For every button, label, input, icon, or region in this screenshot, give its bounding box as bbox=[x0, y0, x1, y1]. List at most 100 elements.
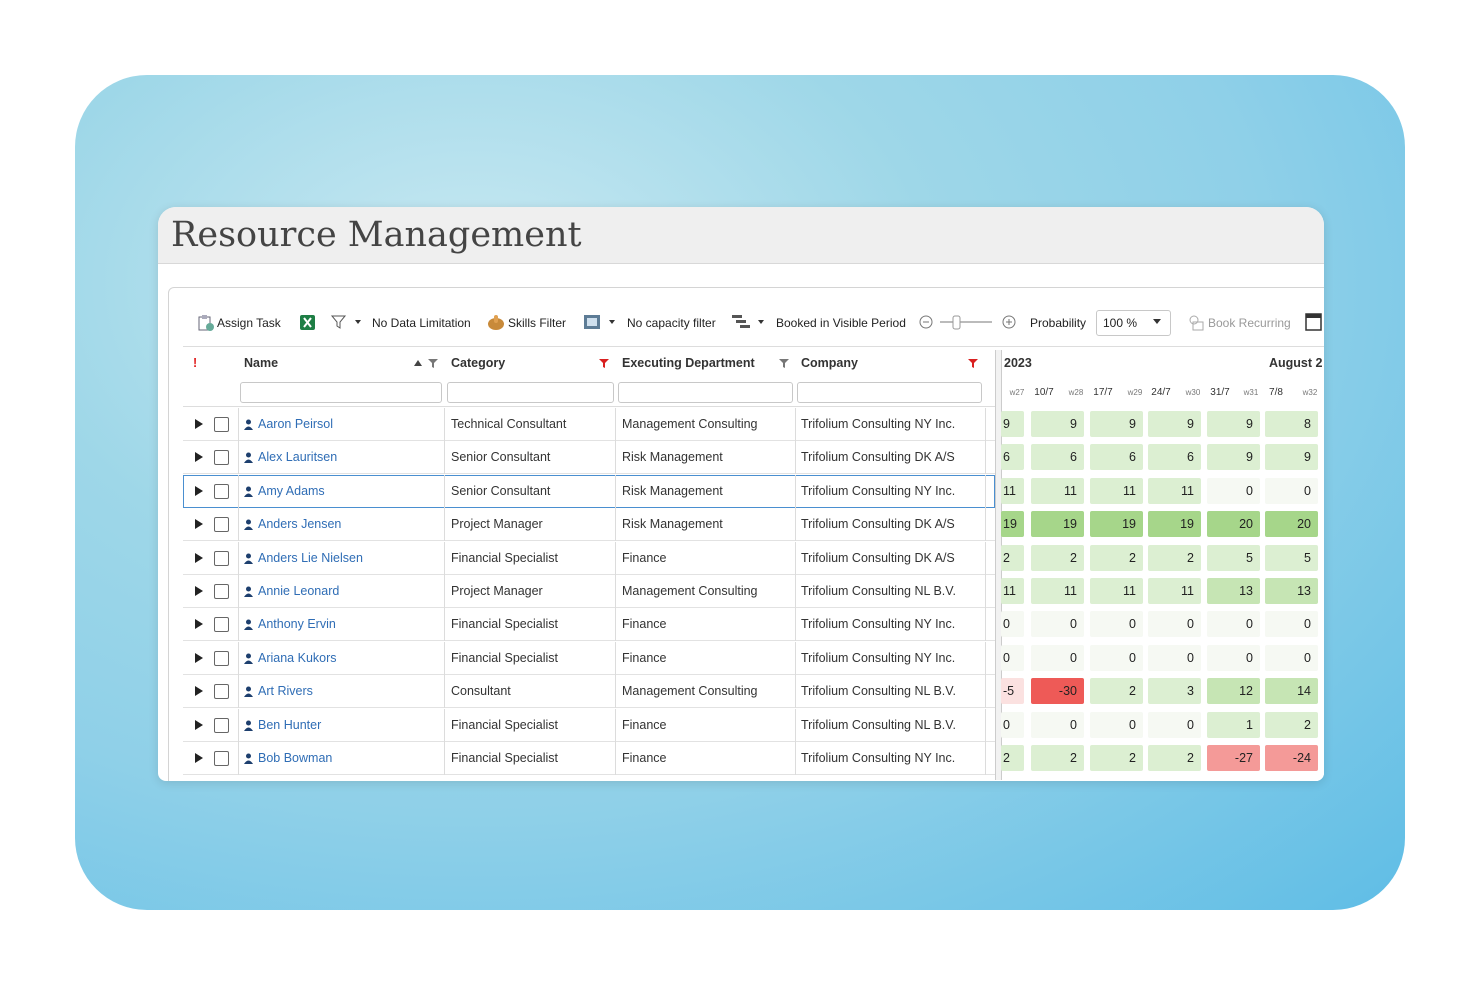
expand-arrow[interactable] bbox=[194, 451, 204, 463]
expand-arrow[interactable] bbox=[194, 685, 204, 697]
capacity-cell: 9 bbox=[1031, 411, 1084, 437]
cell-divider bbox=[795, 475, 796, 508]
company: Trifolium Consulting NY Inc. bbox=[801, 650, 955, 666]
cell-divider bbox=[238, 508, 239, 541]
company: Trifolium Consulting NL B.V. bbox=[801, 717, 956, 733]
expand-arrow[interactable] bbox=[194, 585, 204, 597]
resource-name[interactable]: Anders Jensen bbox=[258, 516, 341, 532]
resource-name[interactable]: Ariana Kukors bbox=[258, 650, 337, 666]
capacity-icon[interactable] bbox=[583, 313, 621, 331]
capacity-cell: 0 bbox=[1207, 611, 1260, 637]
cell-divider bbox=[444, 575, 445, 608]
cell-divider bbox=[444, 608, 445, 641]
row-checkbox[interactable] bbox=[214, 718, 229, 733]
capacity-cell: 0 bbox=[1031, 712, 1084, 738]
filter-icon[interactable] bbox=[330, 314, 364, 330]
capacity-cell: -5 bbox=[1001, 678, 1024, 704]
department-filter[interactable] bbox=[778, 357, 790, 369]
cell-divider bbox=[615, 575, 616, 608]
data-limitation-button[interactable]: No Data Limitation bbox=[372, 315, 471, 331]
row-checkbox[interactable] bbox=[214, 684, 229, 699]
resource-name[interactable]: Annie Leonard bbox=[258, 583, 339, 599]
capacity-cell: 6 bbox=[1001, 444, 1024, 470]
company-header[interactable]: Company bbox=[801, 355, 858, 371]
capacity-cell: 11 bbox=[1090, 478, 1143, 504]
expand-arrow[interactable] bbox=[194, 618, 204, 630]
department-filter-input[interactable] bbox=[618, 382, 793, 403]
assign-icon[interactable] bbox=[197, 314, 215, 332]
name-filter-input[interactable] bbox=[240, 382, 442, 403]
booked-icon[interactable] bbox=[731, 313, 769, 331]
capacity-cell: 0 bbox=[1207, 645, 1260, 671]
cell-divider bbox=[985, 475, 986, 508]
capacity-cell: 9 bbox=[1001, 411, 1024, 437]
capacity-cell: 0 bbox=[1265, 645, 1318, 671]
week-label: 7/8 bbox=[1264, 385, 1288, 401]
capacity-cell: 11 bbox=[1031, 578, 1084, 604]
name-header[interactable]: Name bbox=[244, 355, 278, 371]
assign-task-button[interactable]: Assign Task bbox=[217, 315, 281, 331]
cell-divider bbox=[795, 408, 796, 441]
resource-name[interactable]: Anthony Ervin bbox=[258, 616, 336, 632]
row-checkbox[interactable] bbox=[214, 450, 229, 465]
capacity-cell: 0 bbox=[1265, 611, 1318, 637]
name-sort-filter[interactable] bbox=[411, 357, 441, 369]
cell-divider bbox=[985, 608, 986, 641]
company: Trifolium Consulting NL B.V. bbox=[801, 583, 956, 599]
week-label: w32 bbox=[1298, 385, 1322, 401]
department-header[interactable]: Executing Department bbox=[622, 355, 755, 371]
row-checkbox[interactable] bbox=[214, 617, 229, 632]
expand-arrow[interactable] bbox=[194, 418, 204, 430]
week-label: w31 bbox=[1239, 385, 1263, 401]
company-filter[interactable] bbox=[967, 357, 979, 369]
skills-icon[interactable] bbox=[486, 313, 506, 331]
row-checkbox[interactable] bbox=[214, 751, 229, 766]
cell-divider bbox=[615, 742, 616, 775]
expand-arrow[interactable] bbox=[194, 652, 204, 664]
row-checkbox[interactable] bbox=[214, 517, 229, 532]
row-checkbox[interactable] bbox=[214, 584, 229, 599]
resource-name[interactable]: Anders Lie Nielsen bbox=[258, 550, 363, 566]
cell-divider bbox=[444, 675, 445, 708]
expand-arrow[interactable] bbox=[194, 552, 204, 564]
expand-arrow[interactable] bbox=[194, 485, 204, 497]
capacity-cell: 0 bbox=[1001, 712, 1024, 738]
category-header[interactable]: Category bbox=[451, 355, 505, 371]
row-checkbox[interactable] bbox=[214, 651, 229, 666]
company: Trifolium Consulting DK A/S bbox=[801, 516, 955, 532]
cell-divider bbox=[238, 675, 239, 708]
resource-name[interactable]: Art Rivers bbox=[258, 683, 313, 699]
skills-filter-button[interactable]: Skills Filter bbox=[508, 315, 566, 331]
resource-name[interactable]: Alex Lauritsen bbox=[258, 449, 337, 465]
capacity-cell: 0 bbox=[1001, 611, 1024, 637]
category-filter[interactable] bbox=[598, 357, 610, 369]
row-checkbox[interactable] bbox=[214, 417, 229, 432]
probability-value: 100 % bbox=[1103, 315, 1137, 331]
resource-name[interactable]: Aaron Peirsol bbox=[258, 416, 333, 432]
company-filter-input[interactable] bbox=[797, 382, 982, 403]
category: Financial Specialist bbox=[451, 717, 558, 733]
zoom-slider[interactable] bbox=[918, 313, 1018, 331]
resource-name[interactable]: Bob Bowman bbox=[258, 750, 332, 766]
excel-icon[interactable] bbox=[299, 314, 316, 331]
expand-arrow[interactable] bbox=[194, 719, 204, 731]
person-icon bbox=[244, 452, 253, 463]
calendar-icon[interactable] bbox=[1305, 312, 1323, 332]
category-filter-input[interactable] bbox=[447, 382, 614, 403]
capacity-cell: 2 bbox=[1090, 678, 1143, 704]
booked-filter-button[interactable]: Booked in Visible Period bbox=[776, 315, 906, 331]
company: Trifolium Consulting DK A/S bbox=[801, 550, 955, 566]
category: Consultant bbox=[451, 683, 511, 699]
row-checkbox[interactable] bbox=[214, 551, 229, 566]
expand-arrow[interactable] bbox=[194, 752, 204, 764]
capacity-cell: 9 bbox=[1148, 411, 1201, 437]
resource-name[interactable]: Ben Hunter bbox=[258, 717, 321, 733]
resource-name[interactable]: Amy Adams bbox=[258, 483, 325, 499]
row-checkbox[interactable] bbox=[214, 484, 229, 499]
person-icon bbox=[244, 653, 253, 664]
capacity-filter-button[interactable]: No capacity filter bbox=[627, 315, 716, 331]
department: Finance bbox=[622, 550, 666, 566]
cell-divider bbox=[985, 675, 986, 708]
person-icon bbox=[244, 686, 253, 697]
expand-arrow[interactable] bbox=[194, 518, 204, 530]
